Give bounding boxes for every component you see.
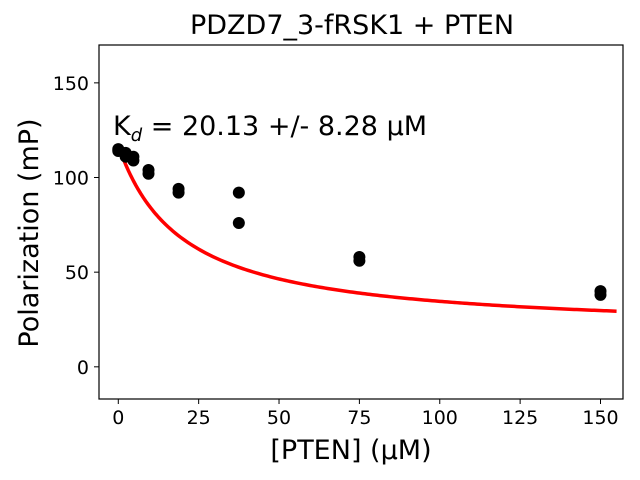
- data-point: [127, 154, 140, 167]
- kd-subscript: d: [131, 125, 143, 146]
- x-tick-label: 150: [582, 407, 618, 429]
- x-tick-label: 25: [187, 407, 211, 429]
- x-tick-label: 75: [347, 407, 371, 429]
- x-tick-label: 0: [112, 407, 124, 429]
- y-axis-label: Polarization (mP): [14, 118, 45, 347]
- x-tick-label: 125: [502, 407, 538, 429]
- plot-area: 0 25 50 75 100 125 150 0 50 100 150: [53, 44, 624, 429]
- y-tick-label: 100: [53, 168, 89, 190]
- data-point: [142, 167, 155, 180]
- plot-frame: [98, 44, 624, 400]
- kd-annotation: Kd = 20.13 +/- 8.28 µM: [113, 111, 427, 146]
- data-point: [353, 254, 366, 267]
- fit-curve: [116, 144, 617, 313]
- data-point: [594, 288, 607, 301]
- kd-symbol: K: [113, 111, 132, 142]
- y-tick-label: 150: [53, 73, 89, 95]
- y-tick-label: 0: [77, 357, 89, 379]
- kd-value: = 20.13 +/- 8.28 µM: [142, 111, 427, 142]
- x-tick-label: 50: [267, 407, 291, 429]
- y-tick-label: 50: [65, 262, 89, 284]
- data-point: [232, 216, 245, 229]
- data-point: [172, 186, 185, 199]
- x-tick-label: 100: [422, 407, 458, 429]
- chart-title: PDZD7_3-fRSK1 + PTEN: [190, 10, 514, 41]
- data-point: [232, 186, 245, 199]
- x-axis-label: [PTEN] (µM): [270, 435, 431, 466]
